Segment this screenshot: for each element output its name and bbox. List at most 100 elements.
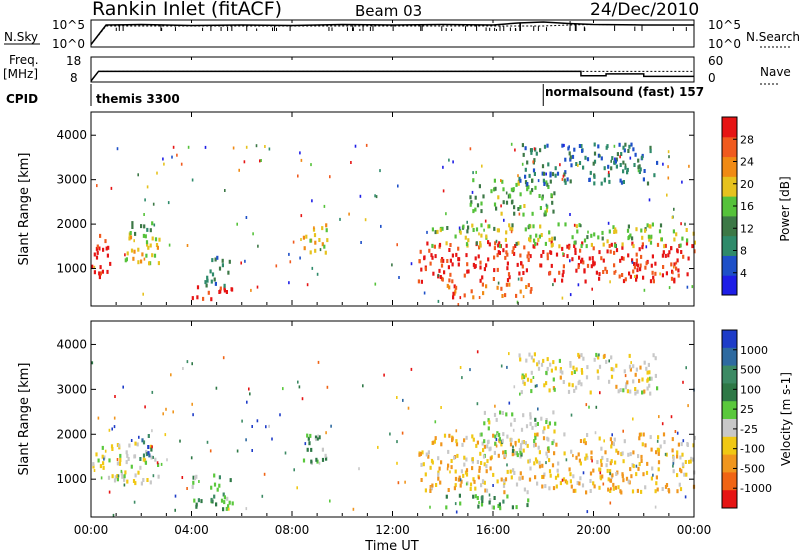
data-cell [638, 462, 641, 467]
data-cell [620, 180, 624, 185]
data-cell [116, 443, 119, 447]
data-cell [120, 471, 123, 476]
data-cell [569, 259, 571, 263]
data-cell [248, 387, 250, 391]
data-cell [589, 489, 592, 493]
data-cell [210, 485, 213, 490]
data-cell [506, 469, 509, 474]
data-cell [543, 383, 546, 388]
data-cell [293, 468, 295, 472]
data-cell [570, 413, 573, 417]
data-cell [681, 236, 684, 241]
data-cell [658, 229, 662, 234]
data-cell [529, 238, 532, 243]
data-cell [476, 460, 479, 464]
data-cell [288, 252, 290, 256]
data-cell [518, 447, 521, 452]
data-cell [475, 170, 477, 174]
data-cell [426, 241, 429, 246]
data-cell [562, 174, 565, 178]
data-cell [519, 192, 522, 197]
data-cell [673, 207, 675, 211]
data-cell [396, 396, 398, 399]
data-cell [477, 504, 480, 509]
data-cell [654, 271, 657, 276]
data-cell [615, 229, 618, 234]
data-cell [318, 238, 321, 242]
noise-line-n-sky [90, 21, 694, 45]
data-cell [142, 233, 145, 238]
data-cell [141, 252, 144, 257]
data-cell [511, 505, 514, 510]
data-cell [134, 473, 137, 478]
data-cell [146, 185, 149, 189]
data-cell [668, 155, 670, 159]
data-cell [610, 487, 612, 491]
data-cell [223, 500, 226, 505]
data-cell [542, 250, 545, 254]
data-cell [531, 425, 534, 430]
data-cell [572, 454, 574, 458]
data-cell [106, 253, 109, 258]
data-cell [144, 198, 146, 202]
data-cell [493, 412, 497, 417]
data-cell [488, 493, 491, 497]
data-cell [622, 180, 625, 184]
data-cell [566, 244, 569, 249]
data-cell [550, 193, 553, 198]
data-cell [424, 267, 427, 272]
y-tick-label: 4000 [56, 337, 87, 351]
data-cell [543, 426, 546, 431]
data-cell [121, 474, 124, 479]
data-cell [451, 253, 454, 258]
data-cell [575, 455, 578, 460]
data-cell [101, 445, 104, 450]
data-cell [608, 179, 611, 184]
data-cell [316, 272, 319, 276]
freq-left-label-1: Freq. [9, 53, 39, 67]
data-cell [578, 223, 581, 228]
data-cell [581, 370, 584, 375]
data-cell [151, 445, 153, 449]
data-cell [520, 277, 523, 282]
data-cell [514, 148, 516, 152]
data-cell [649, 149, 652, 154]
data-cell [504, 450, 507, 454]
data-cell [622, 459, 625, 464]
data-cell [573, 147, 576, 152]
data-cell [149, 228, 152, 233]
data-cell [116, 474, 119, 478]
data-cell [325, 228, 328, 233]
data-cell [652, 473, 654, 477]
data-cell [186, 487, 188, 490]
data-cell [588, 405, 590, 409]
data-cell [142, 457, 145, 462]
data-cell [471, 457, 474, 462]
data-cell [352, 507, 355, 511]
data-cell [224, 189, 226, 192]
data-cell [539, 224, 542, 229]
data-cell [519, 392, 521, 396]
data-cell [609, 472, 611, 476]
data-cell [143, 224, 146, 229]
data-cell [639, 263, 642, 268]
data-cell [472, 494, 475, 499]
data-cell [690, 456, 693, 461]
data-cell [524, 227, 527, 232]
data-cell [206, 275, 209, 280]
data-cell [218, 290, 221, 294]
data-cell [517, 174, 519, 178]
data-cell [568, 382, 571, 387]
data-cell [511, 412, 514, 417]
data-cell [249, 392, 251, 396]
data-cell [627, 253, 630, 258]
data-cell [529, 190, 532, 195]
data-cell [569, 293, 572, 297]
data-cell [515, 182, 518, 187]
data-cell [537, 179, 540, 183]
data-cell [494, 404, 496, 408]
data-cell [457, 477, 460, 482]
data-cell [429, 261, 432, 266]
data-cell [485, 263, 488, 268]
data-cell [575, 162, 578, 166]
